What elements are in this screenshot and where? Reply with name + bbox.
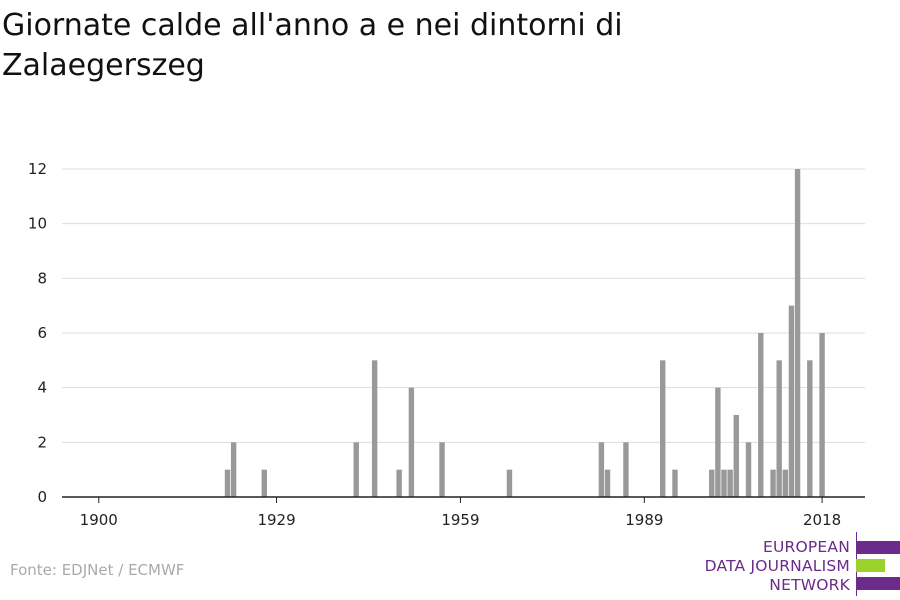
bar [819, 333, 825, 497]
bar [672, 469, 678, 497]
source-note: Fonte: EDJNet / ECMWF [10, 561, 185, 579]
bar [353, 442, 359, 497]
x-tick-label: 1900 [80, 511, 118, 529]
bar [598, 442, 605, 497]
bar [506, 469, 513, 497]
bar [776, 360, 782, 497]
x-tick-label: 1989 [625, 511, 663, 529]
bar [770, 469, 776, 497]
bar [230, 442, 237, 497]
y-tick-label: 2 [37, 433, 47, 451]
bar [758, 333, 764, 497]
logo-line-network: NETWORK [769, 576, 850, 594]
y-tick-label: 12 [28, 160, 47, 178]
bar [623, 442, 629, 497]
logo-line-european: EUROPEAN [762, 538, 850, 556]
y-tick-label: 0 [37, 488, 47, 506]
x-tick-label: 1959 [441, 511, 479, 529]
axes: 0 2 4 6 8 10 12 1900 1929 1959 1989 2018 [28, 160, 865, 529]
bar [660, 360, 666, 497]
bar [408, 387, 415, 497]
gridlines [62, 168, 865, 443]
x-tick-label: 2018 [803, 511, 841, 529]
bar [782, 469, 789, 497]
bar [261, 469, 267, 497]
bar [733, 415, 739, 497]
bar [396, 469, 402, 497]
x-tick-label: 1929 [257, 511, 295, 529]
bar [794, 169, 801, 497]
bar [371, 360, 378, 497]
logo-line-data-journalism: DATA JOURNALISM [704, 557, 850, 575]
bar [709, 469, 715, 497]
logo-text: EUROPEAN DATA JOURNALISM NETWORK [705, 538, 850, 595]
edjnet-logo: EUROPEAN DATA JOURNALISM NETWORK [700, 532, 900, 596]
bar [788, 305, 795, 497]
logo-bar-middle [856, 559, 885, 572]
y-tick-label: 10 [28, 215, 47, 233]
bar [715, 387, 721, 497]
bar [721, 469, 727, 497]
y-tick-label: 8 [37, 269, 47, 287]
bar [224, 469, 231, 497]
bars [224, 169, 825, 497]
logo-bar-bottom [857, 577, 900, 590]
y-tick-label: 6 [37, 324, 47, 342]
bar [727, 469, 733, 497]
chart-title: Giornate calde all'anno a e nei dintorni… [2, 8, 623, 83]
bar [745, 442, 752, 497]
bar [439, 442, 445, 497]
bar [604, 469, 611, 497]
y-tick-label: 4 [37, 379, 47, 397]
bar [807, 360, 813, 497]
logo-bar-top [857, 541, 900, 554]
